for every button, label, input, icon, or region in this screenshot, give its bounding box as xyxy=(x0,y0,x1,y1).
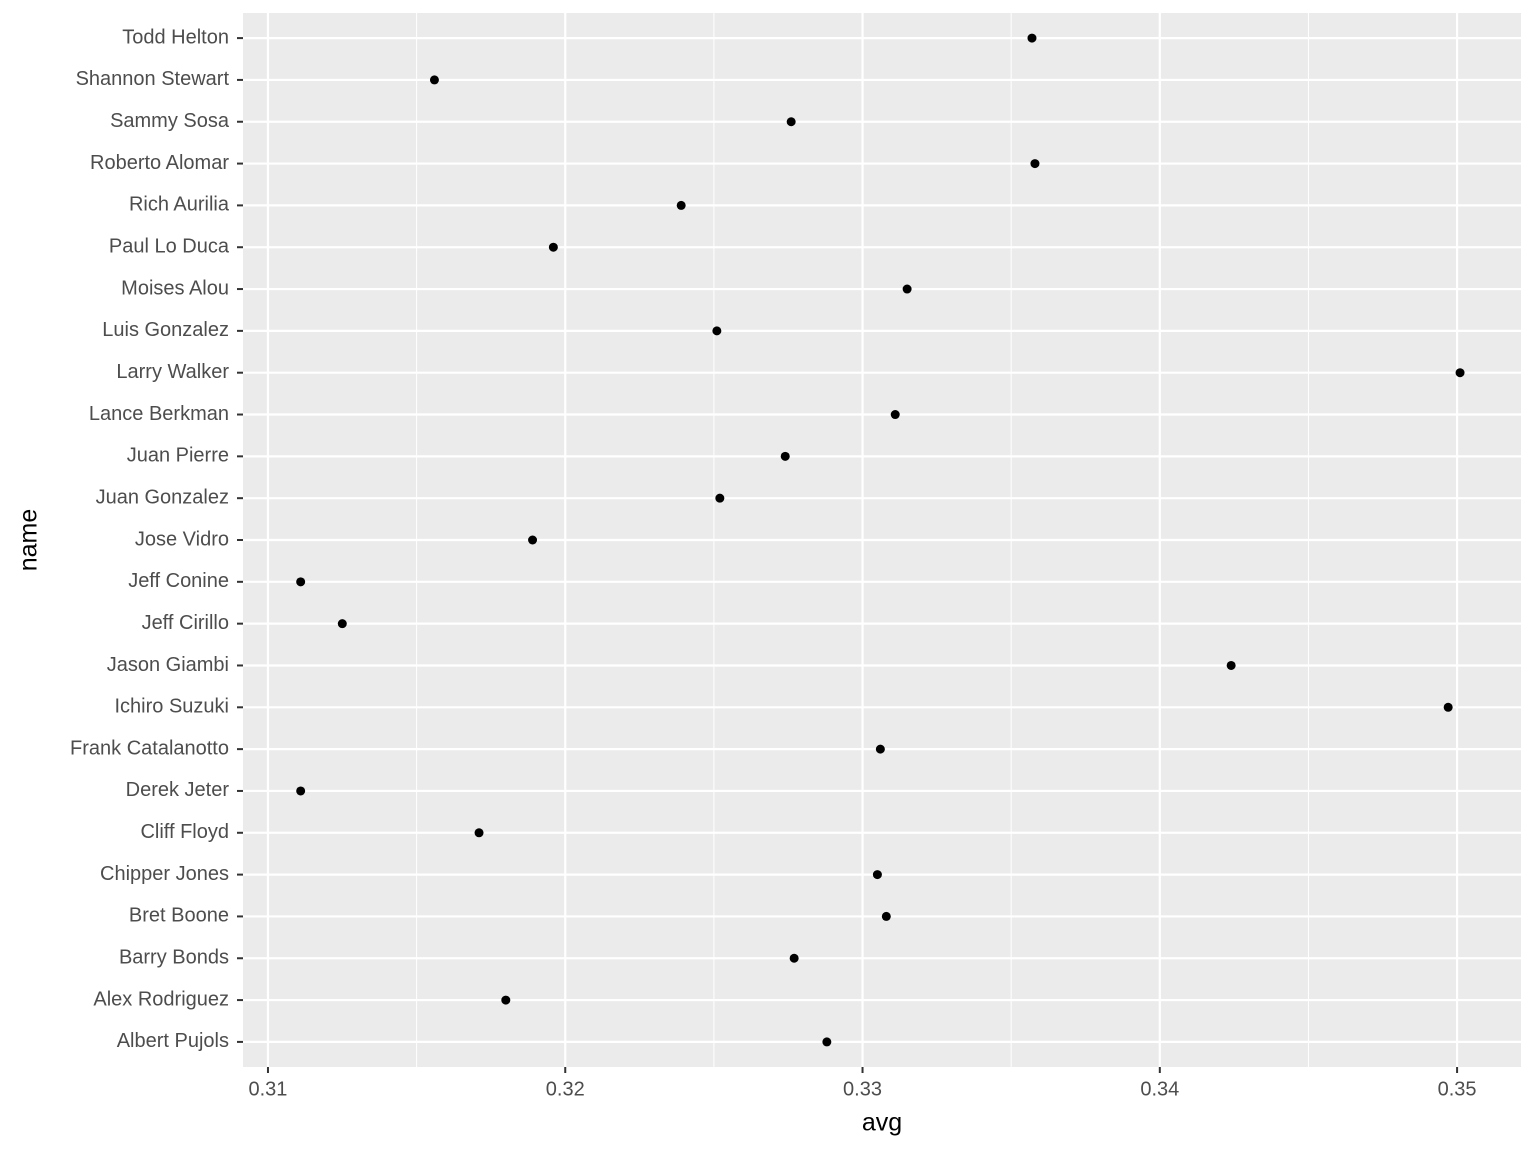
dot xyxy=(822,1037,832,1047)
dot xyxy=(474,828,484,838)
y-tick-label: Paul Lo Duca xyxy=(109,236,230,258)
dot xyxy=(872,870,882,880)
y-tick-label: Chipper Jones xyxy=(100,863,229,885)
y-tick-label: Juan Gonzalez xyxy=(96,486,229,508)
dot xyxy=(875,744,885,754)
x-tick-label: 0.33 xyxy=(843,1078,882,1100)
y-tick-label: Larry Walker xyxy=(116,361,229,383)
dot xyxy=(676,200,686,210)
y-tick-label: Moises Alou xyxy=(121,277,229,299)
dot xyxy=(337,619,347,629)
dot xyxy=(1455,368,1465,378)
y-tick-label: Roberto Alomar xyxy=(90,152,229,174)
dot xyxy=(881,911,891,921)
x-tick-label: 0.34 xyxy=(1140,1078,1179,1100)
y-axis-title: name xyxy=(15,509,43,572)
x-tick-label: 0.32 xyxy=(546,1078,585,1100)
dot xyxy=(528,535,538,545)
y-tick-label: Jason Giambi xyxy=(107,654,229,676)
y-tick-label: Albert Pujols xyxy=(117,1030,229,1052)
y-tick-label: Bret Boone xyxy=(129,905,229,927)
y-tick-label: Derek Jeter xyxy=(126,779,230,801)
y-tick-label: Jose Vidro xyxy=(135,528,229,550)
y-tick-label: Luis Gonzalez xyxy=(102,319,229,341)
y-tick-label: Rich Aurilia xyxy=(129,194,230,216)
dot xyxy=(712,326,722,336)
y-tick-label: Jeff Conine xyxy=(128,570,229,592)
dot xyxy=(1027,33,1037,43)
dot xyxy=(1226,660,1236,670)
y-tick-label: Jeff Cirillo xyxy=(142,612,229,634)
y-tick-label: Cliff Floyd xyxy=(140,821,229,843)
dot xyxy=(902,284,912,294)
y-tick-label: Frank Catalanotto xyxy=(70,737,229,759)
y-tick-label: Sammy Sosa xyxy=(110,110,230,132)
x-tick-label: 0.35 xyxy=(1438,1078,1477,1100)
y-tick-label: Todd Helton xyxy=(122,26,229,48)
y-tick-label: Juan Pierre xyxy=(127,445,229,467)
y-tick-label: Alex Rodriguez xyxy=(93,988,229,1010)
dot xyxy=(715,493,725,503)
dot xyxy=(1030,159,1040,169)
y-tick-label: Ichiro Suzuki xyxy=(115,696,230,718)
y-tick-label: Shannon Stewart xyxy=(76,68,230,90)
x-axis-title: avg xyxy=(862,1109,902,1137)
dot xyxy=(890,410,900,420)
dot xyxy=(789,953,799,963)
x-tick-label: 0.31 xyxy=(249,1078,288,1100)
dot xyxy=(780,451,790,461)
dot xyxy=(548,242,558,252)
dot xyxy=(501,995,511,1005)
dot xyxy=(786,117,796,127)
dot xyxy=(1443,702,1453,712)
y-tick-label: Barry Bonds xyxy=(119,947,229,969)
dot xyxy=(296,786,306,796)
dot xyxy=(429,75,439,85)
y-tick-label: Lance Berkman xyxy=(89,403,229,425)
dot xyxy=(296,577,306,587)
